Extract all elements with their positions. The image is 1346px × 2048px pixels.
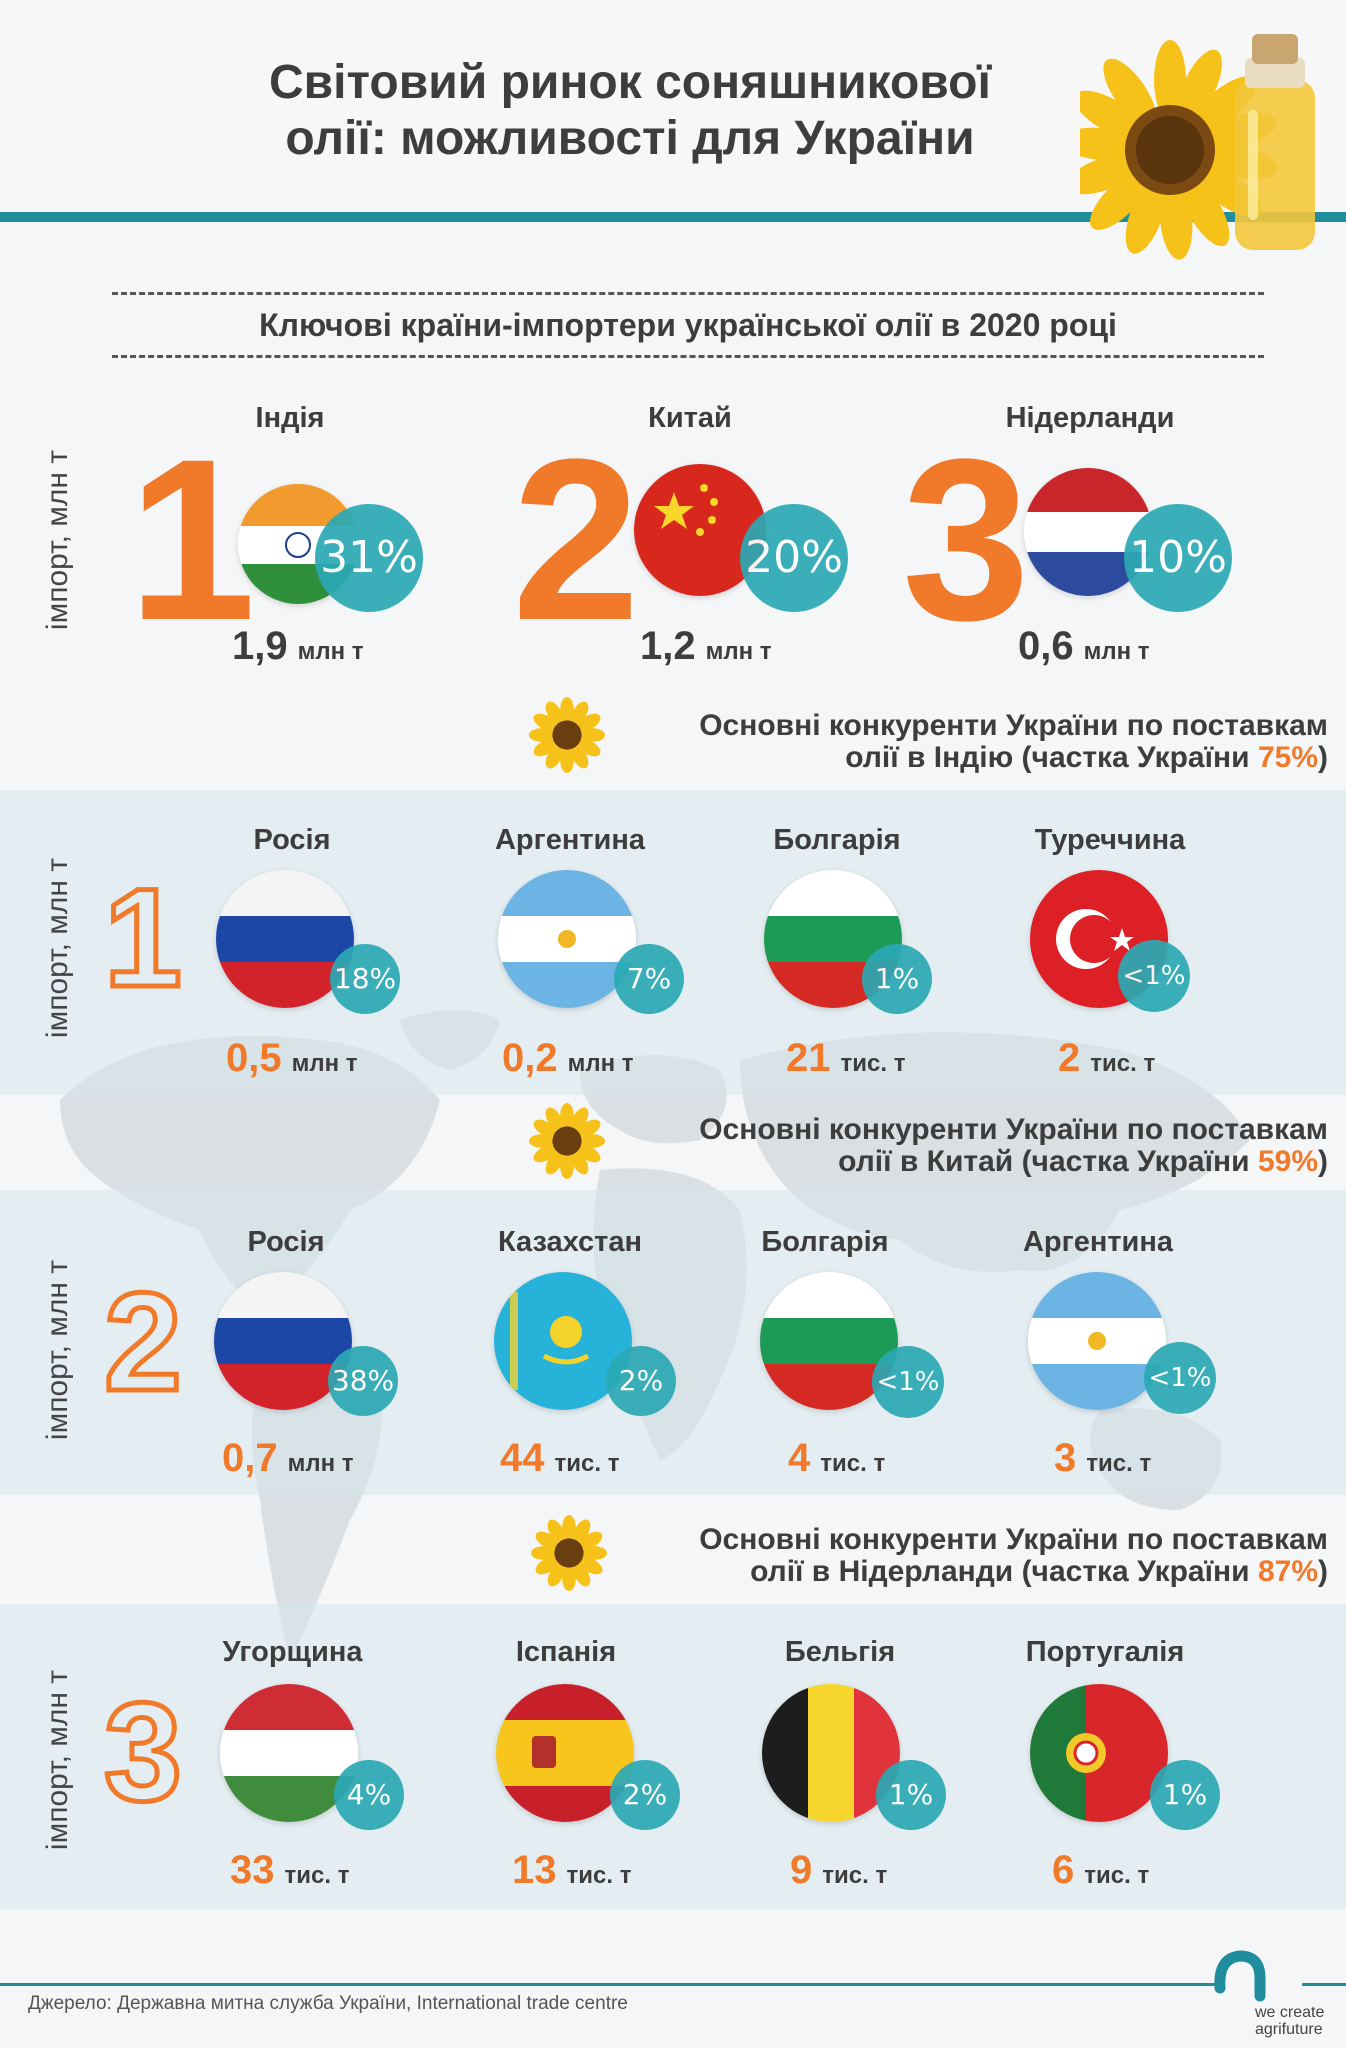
russia-flag: [216, 870, 354, 1008]
share-badge-netherlands: 10%: [1124, 504, 1232, 612]
share-badge: 38%: [328, 1346, 398, 1416]
country-name: Туреччина: [1034, 824, 1186, 856]
amount-netherlands: 0,6 млн т: [1018, 624, 1150, 668]
section-rank-2: 2: [102, 1263, 185, 1420]
section-rank-1: 1: [102, 859, 185, 1016]
amount: 2 тис. т: [1058, 1036, 1156, 1080]
share-badge: <1%: [1144, 1342, 1216, 1414]
subtitle: Ключові країни-імпортери української олі…: [259, 307, 1117, 343]
share-badge-india: 31%: [315, 504, 423, 612]
share-badge: 18%: [330, 944, 400, 1014]
country-name: Іспанія: [515, 1636, 617, 1668]
country-name: Аргентина: [1022, 1226, 1174, 1258]
axis-label: імпорт, млн т: [41, 449, 74, 631]
share-badge: <1%: [1118, 940, 1190, 1012]
country-name-india: Індія: [255, 402, 325, 434]
amount-china: 1,2 млн т: [640, 624, 772, 668]
source-note: Джерело: Державна митна служба України, …: [28, 1993, 628, 2014]
axis-label: імпорт, млн т: [41, 1669, 74, 1851]
axis-label: імпорт, млн т: [41, 857, 74, 1039]
share-badge: 1%: [1150, 1760, 1220, 1830]
country-name: Аргентина: [494, 824, 646, 856]
share-badge-china: 20%: [740, 504, 848, 612]
argentina-flag: [498, 870, 636, 1008]
amount: 0,7 млн т: [222, 1436, 354, 1480]
competitors-heading-netherlands: Основні конкуренти України по поставкам …: [699, 1523, 1328, 1588]
country-name: Казахстан: [497, 1226, 643, 1258]
share-badge: 1%: [876, 1760, 946, 1830]
rank-3: 3: [902, 411, 1030, 668]
footer-divider: [0, 1983, 1215, 1986]
share-badge: 2%: [606, 1346, 676, 1416]
amount: 3 тис. т: [1054, 1436, 1152, 1480]
axis-label: імпорт, млн т: [41, 1259, 74, 1441]
sunflower-icon: [528, 1102, 606, 1180]
amount: 13 тис. т: [512, 1848, 632, 1892]
share-badge: 1%: [862, 944, 932, 1014]
header-divider: [0, 212, 1346, 222]
company-logo-icon: [1214, 1950, 1266, 2002]
share-badge: <1%: [872, 1346, 944, 1418]
amount: 21 тис. т: [786, 1036, 906, 1080]
share-badge: 2%: [610, 1760, 680, 1830]
country-name: Росія: [247, 1226, 325, 1258]
country-name: Болгарія: [761, 1226, 889, 1258]
country-name: Угорщина: [222, 1636, 363, 1668]
amount: 4 тис. т: [788, 1436, 886, 1480]
amount-india: 1,9 млн т: [232, 624, 364, 668]
amount: 9 тис. т: [790, 1848, 888, 1892]
rank-2: 2: [512, 411, 640, 668]
amount: 6 тис. т: [1052, 1848, 1150, 1892]
amount: 33 тис. т: [230, 1848, 350, 1892]
country-name: Бельгія: [784, 1636, 896, 1668]
competitors-heading-china: Основні конкуренти України по поставкам …: [699, 1113, 1328, 1178]
amount: 44 тис. т: [500, 1436, 620, 1480]
portugal-flag: [1030, 1684, 1168, 1822]
country-name: Португалія: [1025, 1636, 1185, 1668]
company-logo-text: we create agrifuture: [1255, 2004, 1325, 2038]
share-badge: 7%: [614, 944, 684, 1014]
share-badge: 4%: [334, 1760, 404, 1830]
sunflower-icon: [528, 696, 606, 774]
amount: 0,5 млн т: [226, 1036, 358, 1080]
country-name: Росія: [253, 824, 331, 856]
country-name: Болгарія: [773, 824, 901, 856]
country-name-china: Китай: [648, 402, 732, 434]
competitors-heading-india: Основні конкуренти України по поставкам …: [699, 709, 1328, 774]
rank-1: 1: [128, 411, 256, 668]
subtitle-box: Ключові країни-імпортери української олі…: [112, 292, 1264, 358]
amount: 0,2 млн т: [502, 1036, 634, 1080]
page-title: Світовий ринок соняшникової олії: можлив…: [269, 56, 991, 165]
sunflower-oil-illustration: [1080, 34, 1315, 260]
country-name-netherlands: Нідерланди: [1005, 402, 1175, 434]
section-rank-3: 3: [102, 1673, 185, 1830]
footer-divider: [1302, 1983, 1346, 1986]
sunflower-icon: [530, 1514, 608, 1592]
